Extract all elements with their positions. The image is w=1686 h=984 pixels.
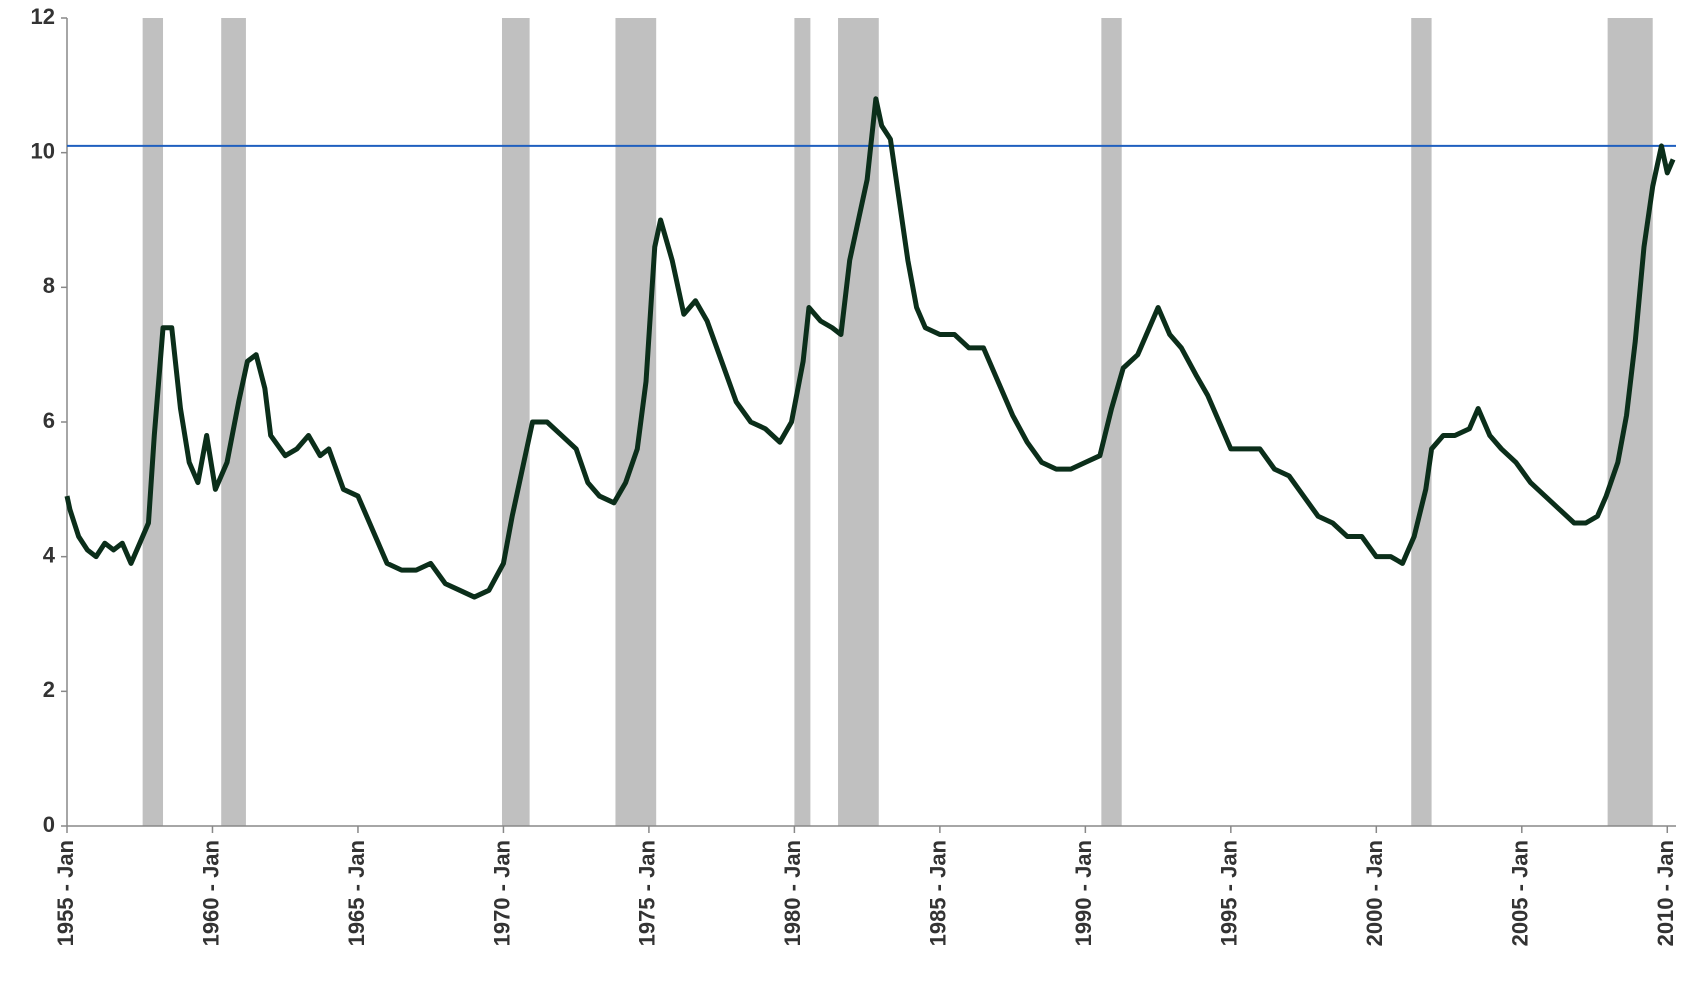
- recession-band: [1607, 18, 1653, 826]
- recession-band: [615, 18, 657, 826]
- x-tick-label: 2000 - Jan: [1362, 840, 1387, 946]
- x-tick-label: 1970 - Jan: [489, 840, 514, 946]
- y-tick-label: 12: [31, 4, 55, 29]
- x-tick-label: 1995 - Jan: [1217, 840, 1242, 946]
- recession-band: [501, 18, 530, 826]
- x-tick-label: 1990 - Jan: [1071, 840, 1096, 946]
- y-tick-label: 6: [43, 408, 55, 433]
- x-tick-label: 2010 - Jan: [1653, 840, 1678, 946]
- x-tick-label: 1985 - Jan: [926, 840, 951, 946]
- y-tick-label: 8: [43, 273, 55, 298]
- x-tick-label: 1975 - Jan: [635, 840, 660, 946]
- x-tick-label: 1960 - Jan: [198, 840, 223, 946]
- y-tick-label: 2: [43, 677, 55, 702]
- series-line: [64, 96, 1676, 600]
- y-tick-label: 0: [43, 812, 55, 837]
- x-tick-label: 1965 - Jan: [344, 840, 369, 946]
- recession-band: [794, 18, 811, 826]
- recession-band: [1101, 18, 1122, 826]
- x-tick-label: 2005 - Jan: [1508, 840, 1533, 946]
- y-tick-label: 4: [43, 542, 56, 567]
- x-tick-label: 1980 - Jan: [780, 840, 805, 946]
- y-tick-label: 10: [31, 138, 55, 163]
- recession-band: [142, 18, 164, 826]
- recession-band: [1411, 18, 1432, 826]
- x-tick-label: 1955 - Jan: [53, 840, 78, 946]
